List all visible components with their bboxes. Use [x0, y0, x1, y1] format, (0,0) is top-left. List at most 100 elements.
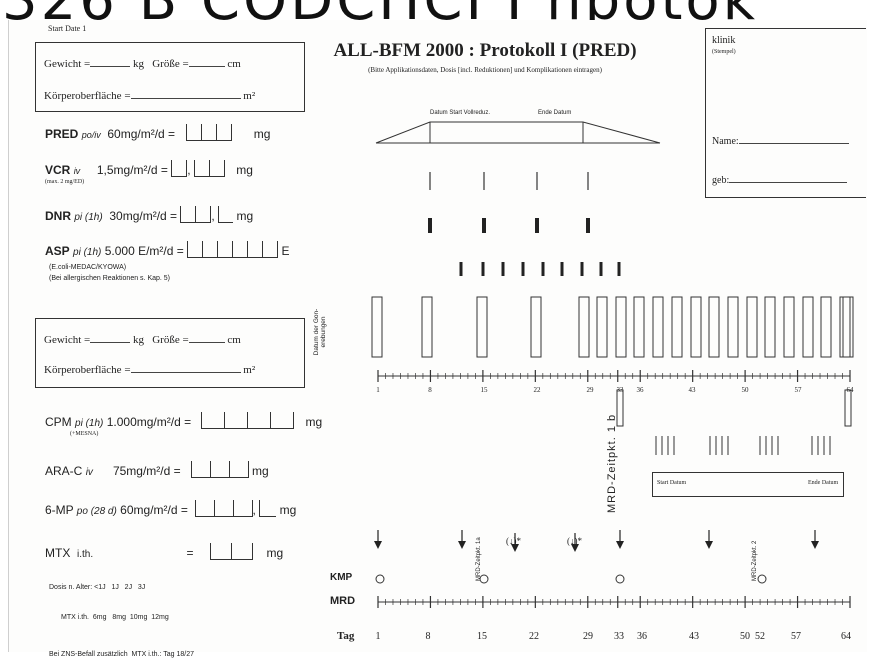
header: ALL-BFM 2000 : Protokoll I (PRED) (Bitte… — [280, 40, 690, 74]
bsa-row: Körperoberfläche = m² — [44, 87, 255, 102]
tag-day-label: 29 — [583, 631, 593, 642]
dnr-mark-0 — [428, 218, 432, 233]
vcr-note: (max. 2 mg/ED) — [45, 179, 85, 185]
cpm-dose-field[interactable] — [201, 412, 295, 429]
trap-right-label: Ende Datum — [538, 110, 572, 116]
mtx-arrow-2-head — [616, 541, 624, 549]
gon-date-box-8 — [652, 296, 664, 358]
cpm-note: (+MESNA) — [70, 431, 99, 437]
gon-date-box-9 — [671, 296, 683, 358]
gon-date-box-14 — [764, 296, 776, 358]
tag-day-label: 64 — [841, 631, 851, 642]
mrd-zeitpkt-small-label: MRD-Zeitpkt. 1a — [476, 537, 482, 581]
tag-day-label: 22 — [529, 631, 539, 642]
name-field: Name: — [712, 132, 849, 147]
ruler-tick-label: 15 — [480, 386, 488, 394]
gon-date-box-1 — [421, 296, 433, 358]
mtx-dose-field[interactable] — [210, 543, 254, 560]
dnr-mark-2 — [535, 218, 539, 233]
vcr-row: VCR iv 1,5mg/m²/d = , mg — [45, 160, 253, 177]
asp-mark-2 — [501, 262, 505, 276]
gon-date-box-11 — [708, 296, 720, 358]
gon-date-box-12 — [727, 296, 739, 358]
gon-date-box-7 — [633, 296, 645, 358]
mtx-arrow-1-head — [458, 541, 466, 549]
kmp-circle-3 — [757, 574, 767, 584]
ruler-tick-label: 64 — [846, 386, 854, 394]
mp6-dose-decimal-field[interactable] — [259, 500, 277, 517]
mrd-zeitpkt-1-label: MRD-Zeitpkt. 1 b — [606, 413, 618, 513]
top-cut-text: Start Date 1 — [48, 24, 87, 33]
gon-date-box-10 — [690, 296, 702, 358]
stempel-label: (Stempel) — [712, 49, 736, 55]
asp-mark-7 — [599, 262, 603, 276]
asp-mark-5 — [560, 262, 564, 276]
measure-box-1: Gewicht = kg Größe = cm Körperoberfläche… — [35, 42, 305, 112]
asp-mark-6 — [580, 262, 584, 276]
asp-mark-4 — [541, 262, 545, 276]
kmp-circle-1 — [479, 574, 489, 584]
tag-day-label: 50 — [740, 631, 750, 642]
dnr-mark-3 — [586, 218, 590, 233]
tag-label: Tag — [337, 630, 355, 642]
gon-date-box-18 — [839, 296, 851, 358]
ende-datum-label: Ende Datum — [808, 480, 839, 486]
gon-date-box-17 — [820, 296, 832, 358]
tag-day-label: 8 — [425, 631, 431, 642]
trap-left-label: Datum Start Vollreduz. — [430, 110, 491, 116]
mrd-end-rect — [844, 389, 852, 427]
page-subtitle: (Bitte Applikationsdaten, Dosis [incl. R… — [368, 66, 602, 74]
mp6-dose-field[interactable] — [194, 500, 253, 517]
dnr-dose-field[interactable] — [180, 206, 212, 223]
tag-day-label: 36 — [637, 631, 647, 642]
gon-date-box-19 — [842, 296, 854, 358]
tag-day-label: 43 — [689, 631, 699, 642]
ruler-tick-label: 36 — [636, 386, 644, 394]
ruler-tick-label: 33 — [616, 386, 624, 394]
ruler-tick-label: 8 — [428, 386, 432, 394]
asp-mark-8 — [617, 262, 621, 276]
ruler-tick-label: 22 — [533, 386, 541, 394]
stamp-box: klinik (Stempel) Name: geb: — [705, 28, 866, 198]
dnr-mark-1 — [482, 218, 486, 233]
mtx-arrow-4-head — [811, 541, 819, 549]
tag-day-label: 1 — [375, 631, 381, 642]
mtx-arrow-0-head — [374, 541, 382, 549]
gon-date-box-3 — [530, 296, 542, 358]
symbol-mark-2: (↓)* — [567, 536, 582, 546]
arac-dose-field[interactable] — [190, 461, 249, 478]
mrd-zeitpkt-2-label: MRD-Zeitpkt. 2 — [752, 540, 758, 581]
protocol-page — [8, 20, 867, 652]
asp-dose-field[interactable] — [187, 241, 279, 258]
gon-date-label: Datum der Gon-erebungen — [313, 308, 327, 356]
cpm-row: CPM pi (1h) 1.000mg/m²/d = mg — [45, 412, 322, 429]
tag-day-label: 15 — [477, 631, 487, 642]
kmp-label: KMP — [330, 572, 353, 583]
start-ende-box: Start Datum Ende Datum — [652, 472, 844, 497]
dnr-dose-decimal-field[interactable] — [218, 206, 234, 223]
pred-trapezoid — [375, 121, 661, 144]
vcr-dose-decimal-field[interactable] — [193, 160, 225, 177]
ruler-tick-label: 43 — [688, 386, 696, 394]
asp-mark-0 — [459, 262, 463, 276]
mtx-row: MTX i.th. = mg — [45, 543, 283, 560]
gon-date-box-15 — [783, 296, 795, 358]
gon-date-box-4 — [578, 296, 590, 358]
ruler-tick-label: 50 — [741, 386, 749, 394]
asp-mark-1 — [481, 262, 485, 276]
start-datum-label: Start Datum — [657, 480, 687, 486]
gon-date-box-0 — [371, 296, 383, 358]
pred-row: PRED po/iv 60mg/m²/d = mg — [45, 124, 270, 141]
bsa-row: Körperoberfläche = m² — [44, 361, 255, 376]
asp-mark-3 — [521, 262, 525, 276]
ruler-tick-label: 29 — [586, 386, 594, 394]
weight-height-row: Gewicht = kg Größe = cm — [44, 331, 241, 346]
tag-day-label: 52 — [755, 631, 765, 642]
pred-dose-field[interactable] — [186, 124, 233, 141]
geb-field: geb: — [712, 171, 848, 186]
symbol-mark-1: (↓)* — [506, 536, 521, 546]
vcr-dose-field[interactable] — [171, 160, 188, 177]
gon-date-box-13 — [746, 296, 758, 358]
klinik-label: klinik — [712, 35, 736, 46]
